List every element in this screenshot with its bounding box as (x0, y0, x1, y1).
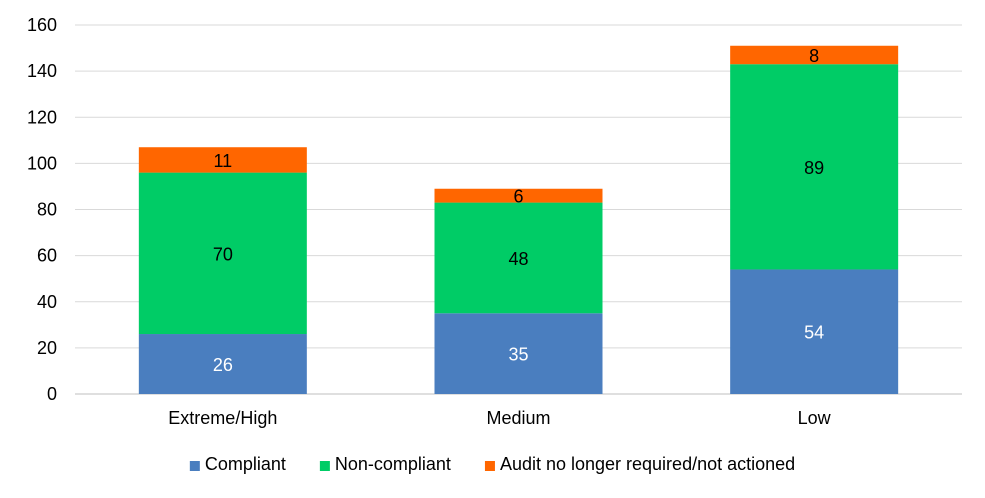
y-tick-label-120: 120 (27, 107, 57, 127)
bar-low-series-2 (730, 45, 899, 65)
legend-swatch (484, 461, 495, 471)
y-tick-label-160: 160 (27, 15, 57, 35)
legend-swatch (189, 461, 200, 471)
legend-item-2: Audit no longer required/not actioned (484, 454, 795, 474)
bar-low-series-1 (730, 64, 899, 270)
data-label: 8 (809, 46, 819, 66)
data-label: 11 (213, 151, 232, 171)
x-tick-label: Low (798, 408, 832, 428)
y-tick-label-20: 20 (37, 338, 57, 358)
x-axis-labels: Extreme/High Medium Low (168, 408, 831, 428)
bar-low-series-0 (730, 269, 899, 394)
data-label: 6 (513, 187, 523, 207)
y-tick-label-100: 100 (27, 153, 57, 173)
bar-medium-series-0 (434, 313, 603, 394)
bar-extreme-high-series-0 (138, 334, 307, 394)
legend-swatch (319, 461, 330, 471)
data-label: 48 (508, 249, 528, 269)
x-tick-label: Medium (486, 408, 550, 428)
legend-label: Compliant (205, 454, 286, 474)
data-label: 70 (213, 244, 233, 264)
bar-extreme-high-series-2 (138, 147, 307, 173)
legend-item-1: Non-compliant (319, 454, 451, 474)
y-tick-label-80: 80 (37, 200, 57, 220)
bar-medium-series-1 (434, 202, 603, 314)
y-tick-label-0: 0 (47, 384, 57, 404)
y-tick-label-60: 60 (37, 246, 57, 266)
bars (138, 45, 899, 394)
data-label: 54 (804, 323, 824, 343)
legend-item-0: Compliant (189, 454, 286, 474)
bar-medium-series-2 (434, 188, 603, 203)
data-label: 26 (213, 355, 233, 375)
legend-label: Non-compliant (335, 454, 451, 474)
data-labels: 26 70 11 35 48 6 54 89 8 (213, 46, 824, 375)
bar-extreme-high-series-1 (138, 172, 307, 335)
data-label: 35 (508, 345, 528, 365)
y-axis-ticks: 0 20 40 60 80 100 120 140 160 (27, 15, 57, 404)
y-tick-label-140: 140 (27, 61, 57, 81)
y-tick-label-40: 40 (37, 292, 57, 312)
legend-label: Audit no longer required/not actioned (500, 454, 795, 474)
x-tick-label: Extreme/High (168, 408, 277, 428)
data-label: 89 (804, 158, 824, 178)
legend: Compliant Non-compliant Audit no longer re… (189, 454, 795, 474)
